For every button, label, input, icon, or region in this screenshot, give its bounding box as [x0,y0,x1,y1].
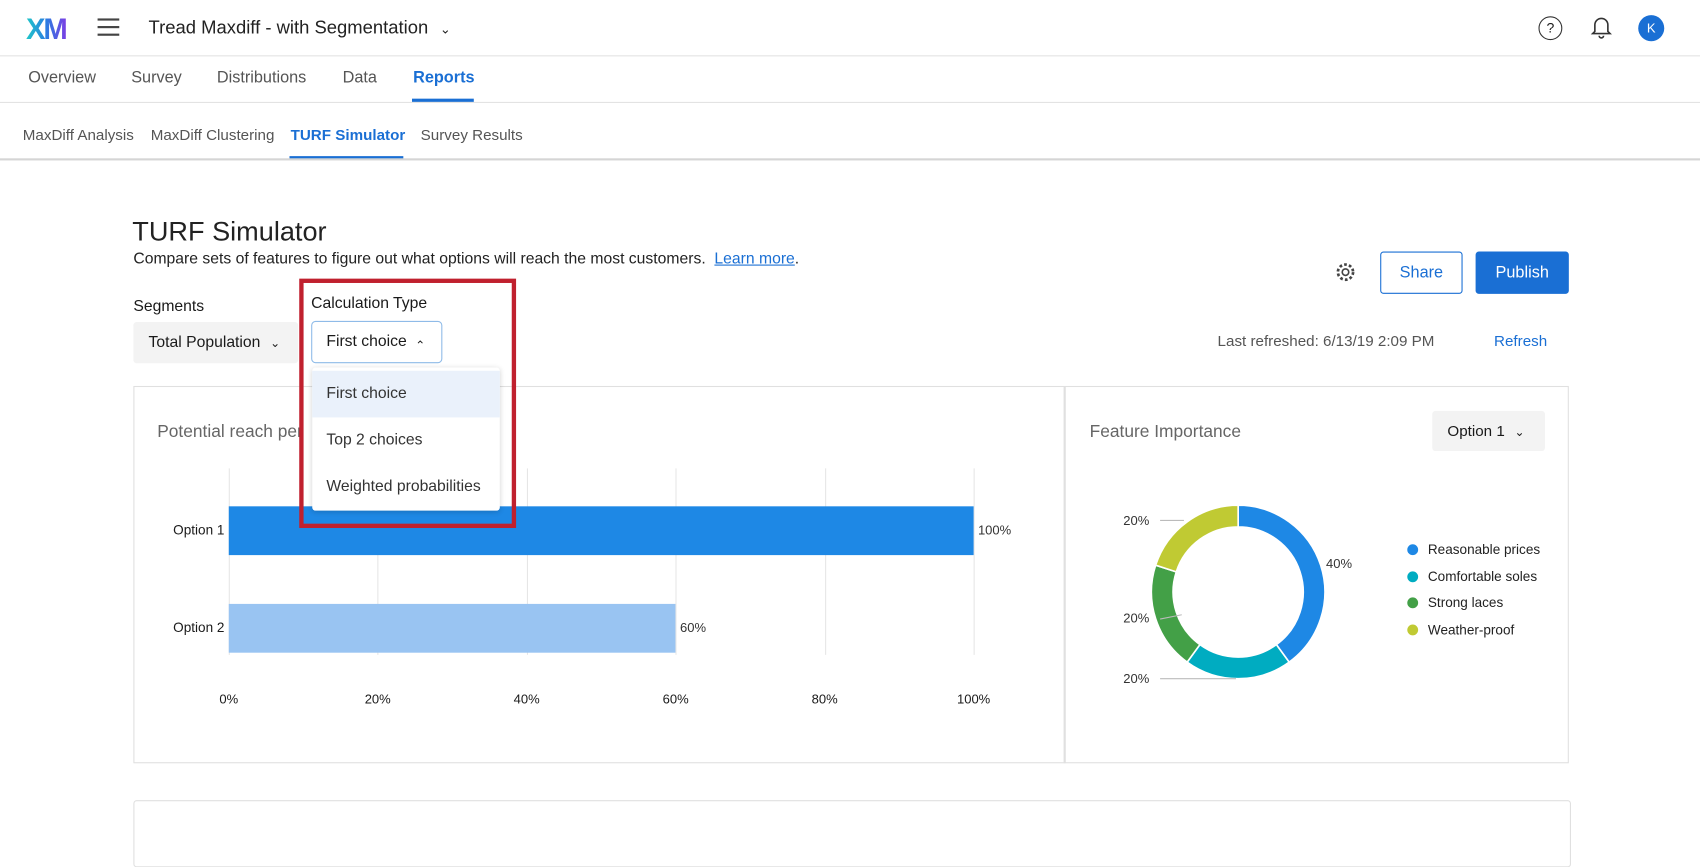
gridline [675,468,677,655]
donut-data-label: 20% [1123,610,1150,626]
xm-logo[interactable]: XM [26,13,68,46]
tab-distributions[interactable]: Distributions [216,68,307,87]
divider [0,158,1700,161]
legend-item[interactable]: Strong laces [1407,595,1503,610]
calculation-type-menu: First choice Top 2 choices Weighted prob… [312,367,500,511]
learn-more-link[interactable]: Learn more [714,250,795,268]
donut-slice-strong-laces[interactable] [1150,564,1202,664]
feature-importance-title: Feature Importance [1089,422,1242,442]
donut-slice-reasonable-prices[interactable] [1237,504,1326,664]
gridline [377,468,379,655]
x-tick-label: 40% [513,691,540,707]
publish-button[interactable]: Publish [1475,251,1569,294]
legend-dot [1407,544,1419,556]
chevron-down-icon: ⌄ [439,21,451,37]
project-title: Tread Maxdiff - with Segmentation [148,17,429,38]
tab-survey[interactable]: Survey [131,68,182,87]
legend-item[interactable]: Comfortable soles [1407,569,1537,584]
tab-reports[interactable]: Reports [413,68,475,87]
card-divider [1063,385,1066,764]
x-tick-label: 20% [364,691,391,707]
bar-option-2[interactable] [228,603,676,653]
legend-dot [1407,570,1419,582]
gridline [526,468,528,655]
chevron-down-icon: ⌄ [1514,426,1525,440]
active-tab-indicator [411,98,474,102]
subtab-turf-simulator[interactable]: TURF Simulator [290,125,406,144]
legend-item[interactable]: Reasonable prices [1407,542,1540,557]
chevron-down-icon: ⌄ [270,337,281,351]
category-label: Option 2 [173,620,225,636]
data-label: 60% [679,620,707,636]
tab-data[interactable]: Data [342,68,377,87]
subtab-maxdiff-analysis[interactable]: MaxDiff Analysis [22,125,134,144]
bell-icon[interactable] [1590,15,1613,39]
legend-item[interactable]: Weather-proof [1407,622,1514,637]
subtab-survey-results[interactable]: Survey Results [420,125,523,144]
donut-data-label: 20% [1123,512,1150,529]
calculation-type-label: Calculation Type [311,294,428,313]
bottom-card [133,800,1572,867]
donut-chart [1150,504,1326,680]
project-title-dropdown[interactable]: Tread Maxdiff - with Segmentation ⌄ [149,17,451,39]
segments-label: Segments [133,298,205,316]
menu-item-first-choice[interactable]: First choice [312,370,500,418]
page-title: TURF Simulator [132,216,327,248]
page-description: Compare sets of features to figure out w… [133,250,800,268]
donut-data-label: 20% [1123,671,1150,687]
reach-chart-card [133,385,1569,764]
donut-slice-comfortable-soles[interactable] [1186,643,1291,680]
x-tick-label: 80% [811,691,838,707]
legend-dot [1407,623,1419,635]
gridline [228,468,230,655]
calculation-type-dropdown[interactable]: First choice ⌄ [311,320,443,364]
avatar[interactable]: K [1638,15,1665,42]
gear-icon[interactable] [1335,261,1357,283]
gridline [824,468,826,655]
category-label: Option 1 [173,522,225,538]
option-selector-dropdown[interactable]: Option 1 ⌄ [1432,410,1545,452]
bar-option-1[interactable] [228,506,974,556]
subtab-maxdiff-clustering[interactable]: MaxDiff Clustering [150,125,275,144]
active-subtab-indicator [289,156,404,160]
menu-icon[interactable] [97,18,120,36]
chevron-up-icon: ⌄ [415,337,426,351]
leader-line [1159,614,1182,620]
segments-dropdown[interactable]: Total Population ⌄ [133,322,299,364]
menu-item-weighted-probabilities[interactable]: Weighted probabilities [326,478,481,496]
donut-slice-weather-proof[interactable] [1154,504,1239,573]
share-button[interactable]: Share [1380,251,1463,294]
donut-data-label: 40% [1325,556,1353,572]
x-tick-label: 0% [219,691,239,707]
x-tick-label: 100% [956,691,991,707]
x-tick-label: 60% [662,691,689,707]
gridline [973,468,975,655]
calculation-highlight-box [299,278,517,529]
reach-chart-title: Potential reach per [157,422,303,442]
tab-overview[interactable]: Overview [28,68,96,87]
data-label: 100% [977,522,1012,538]
help-icon[interactable]: ? [1538,16,1563,41]
menu-item-top-2-choices[interactable]: Top 2 choices [326,431,423,449]
last-refreshed: Last refreshed: 6/13/19 2:09 PM [1217,331,1435,350]
legend-dot [1407,597,1419,609]
refresh-link[interactable]: Refresh [1494,331,1548,350]
